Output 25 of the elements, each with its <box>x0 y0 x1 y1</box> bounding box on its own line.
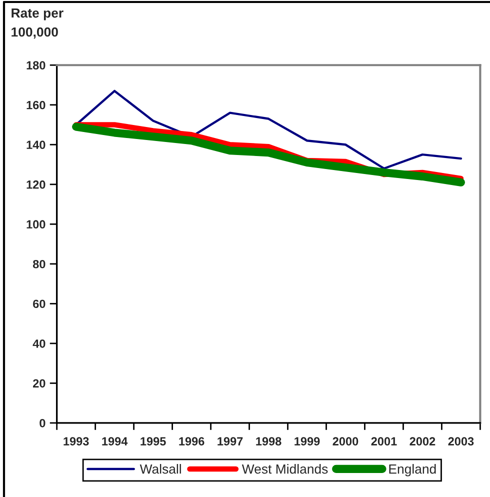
y-tick-label: 40 <box>32 339 46 348</box>
y-tick-label: 60 <box>33 300 46 308</box>
y-axis-title: Rate per 100,000 <box>12 8 64 39</box>
legend-label: England <box>389 464 436 476</box>
y-tick-label: 140 <box>26 140 46 150</box>
x-tick-label: 1998 <box>256 437 282 446</box>
y-tick-label: 100 <box>26 220 46 229</box>
legend-label: Walsall <box>140 464 181 474</box>
x-tick-label: 2002 <box>410 437 436 446</box>
x-tick-label: 1993 <box>64 437 89 446</box>
x-tick-label: 2001 <box>371 437 397 446</box>
x-tick-label: 1995 <box>140 437 166 446</box>
y-tick-label: 0 <box>40 418 46 428</box>
y-tick-label: 180 <box>26 61 46 70</box>
x-tick-label: 1997 <box>218 437 243 446</box>
y-tick-label: 20 <box>33 379 46 388</box>
x-tick-label: 2000 <box>332 437 358 446</box>
x-tick-label: 2003 <box>448 437 474 446</box>
x-tick-label: 1996 <box>179 437 204 446</box>
y-tick-label: 160 <box>26 100 46 110</box>
legend-label: West Midlands <box>242 464 328 474</box>
x-tick-label: 1994 <box>102 437 128 446</box>
y-tick-label: 80 <box>32 260 46 268</box>
y-tick-label: 120 <box>26 180 46 189</box>
x-tick-label: 1999 <box>294 437 320 446</box>
